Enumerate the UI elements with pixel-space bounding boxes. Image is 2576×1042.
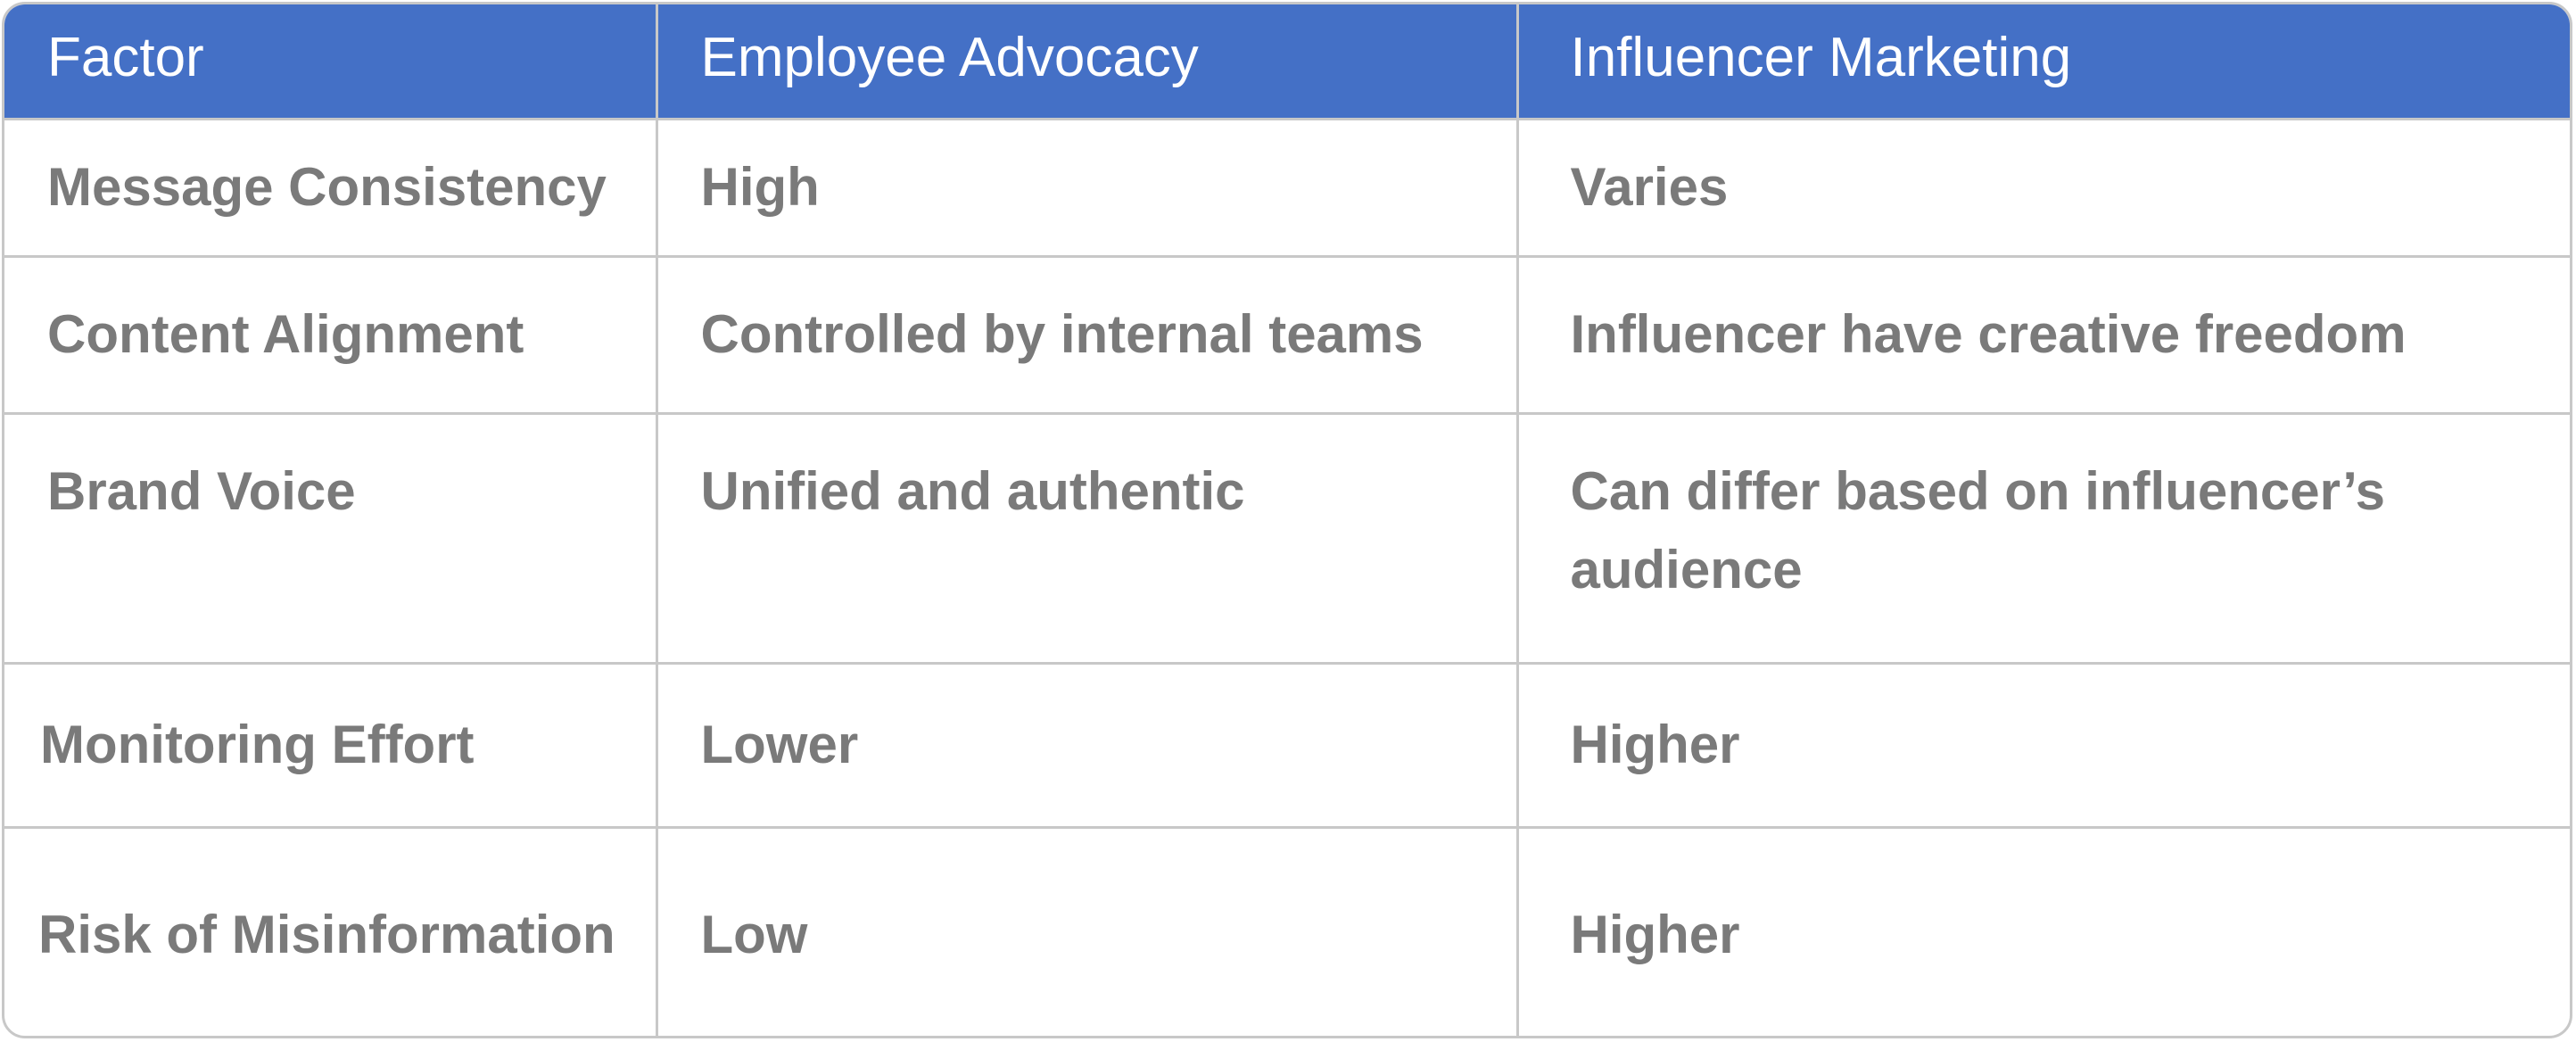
- influencer-marketing-cell: Higher: [1517, 825, 2570, 1036]
- table-row: Message Consistency High Varies: [4, 117, 2570, 256]
- influencer-marketing-cell: Influencer have creative freedom: [1517, 254, 2570, 413]
- employee-advocacy-cell: Unified and authentic: [656, 411, 1519, 663]
- factor-cell: Brand Voice: [4, 411, 658, 663]
- header-factor: Factor: [4, 4, 658, 119]
- header-influencer-marketing: Influencer Marketing: [1517, 4, 2570, 119]
- employee-advocacy-cell: Controlled by internal teams: [656, 254, 1519, 413]
- employee-advocacy-cell: High: [656, 117, 1519, 256]
- table-row: Brand Voice Unified and authentic Can di…: [4, 411, 2570, 663]
- factor-cell: Monitoring Effort: [4, 661, 658, 827]
- influencer-marketing-cell: Varies: [1517, 117, 2570, 256]
- factor-cell: Risk of Misinformation: [4, 825, 658, 1036]
- table-row: Risk of Misinformation Low Higher: [4, 825, 2570, 1036]
- comparison-table-grid: Factor Employee Advocacy Influencer Mark…: [4, 4, 2570, 1036]
- factor-cell: Message Consistency: [4, 117, 658, 256]
- factor-cell: Content Alignment: [4, 254, 658, 413]
- table-row: Monitoring Effort Lower Higher: [4, 661, 2570, 827]
- employee-advocacy-cell: Low: [656, 825, 1519, 1036]
- influencer-marketing-cell: Higher: [1517, 661, 2570, 827]
- table-row: Content Alignment Controlled by internal…: [4, 254, 2570, 413]
- influencer-marketing-cell: Can differ based on influencer’s audienc…: [1517, 411, 2570, 663]
- header-employee-advocacy: Employee Advocacy: [656, 4, 1519, 119]
- table-header-row: Factor Employee Advocacy Influencer Mark…: [4, 4, 2570, 119]
- employee-advocacy-cell: Lower: [656, 661, 1519, 827]
